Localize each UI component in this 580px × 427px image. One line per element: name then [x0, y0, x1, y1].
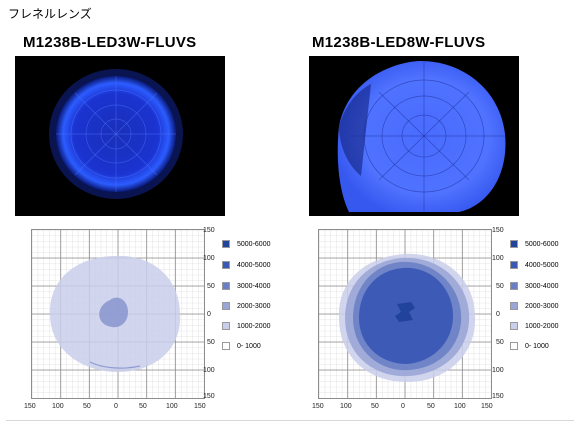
x-tick: 100	[166, 403, 178, 410]
y-tick: 150	[203, 227, 215, 234]
illuminance-map-3w	[31, 229, 205, 399]
y-tick: 150	[492, 393, 504, 400]
x-tick: 100	[52, 403, 64, 410]
legend-swatch	[510, 302, 518, 310]
y-tick: 0	[207, 311, 211, 318]
x-tick: 150	[24, 403, 36, 410]
legend-swatch	[222, 302, 230, 310]
legend-label: 2000-3000	[525, 303, 559, 310]
beam-photo-3w	[15, 56, 225, 216]
x-tick: 50	[83, 403, 91, 410]
legend-label: 5000-6000	[237, 241, 271, 248]
x-tick: 50	[139, 403, 147, 410]
divider	[6, 420, 574, 421]
product-title-8w: M1238B-LED8W-FLUVS	[312, 34, 486, 51]
y-tick: 100	[203, 367, 215, 374]
x-tick: 50	[371, 403, 379, 410]
y-tick: 100	[492, 255, 504, 262]
legend-label: 0- 1000	[237, 343, 261, 350]
legend-label: 4000-5000	[525, 262, 559, 269]
y-tick: 150	[203, 393, 215, 400]
contour-grid-8w	[319, 230, 491, 398]
legend-label: 3000-4000	[525, 283, 559, 290]
legend-label: 4000-5000	[237, 262, 271, 269]
y-tick: 50	[496, 283, 504, 290]
legend-swatch	[222, 261, 230, 269]
legend-swatch	[510, 342, 518, 350]
legend-swatch	[510, 322, 518, 330]
legend-swatch	[222, 342, 230, 350]
legend-label: 1000-2000	[237, 323, 271, 330]
y-tick: 50	[207, 339, 215, 346]
legend-swatch	[510, 240, 518, 248]
x-tick: 150	[312, 403, 324, 410]
y-tick: 100	[492, 367, 504, 374]
legend-label: 5000-6000	[525, 241, 559, 248]
y-tick: 150	[492, 227, 504, 234]
legend-swatch	[510, 282, 518, 290]
contour-grid-3w	[32, 230, 204, 398]
x-tick: 150	[194, 403, 206, 410]
y-tick: 100	[203, 255, 215, 262]
legend-swatch	[222, 322, 230, 330]
x-tick: 0	[114, 403, 118, 410]
illuminance-map-8w	[318, 229, 492, 399]
legend-swatch	[222, 282, 230, 290]
x-tick: 50	[427, 403, 435, 410]
y-tick: 50	[207, 283, 215, 290]
product-title-3w: M1238B-LED3W-FLUVS	[23, 34, 197, 51]
x-tick: 100	[340, 403, 352, 410]
y-tick: 50	[496, 339, 504, 346]
beam-photo-8w	[309, 56, 519, 216]
legend-label: 3000-4000	[237, 283, 271, 290]
legend-label: 1000-2000	[525, 323, 559, 330]
section-label: フレネルレンズ	[8, 7, 92, 21]
legend-label: 0- 1000	[525, 343, 549, 350]
legend-label: 2000-3000	[237, 303, 271, 310]
legend-swatch	[222, 240, 230, 248]
legend-swatch	[510, 261, 518, 269]
x-tick: 150	[481, 403, 493, 410]
x-tick: 100	[454, 403, 466, 410]
y-tick: 0	[496, 311, 500, 318]
x-tick: 0	[401, 403, 405, 410]
